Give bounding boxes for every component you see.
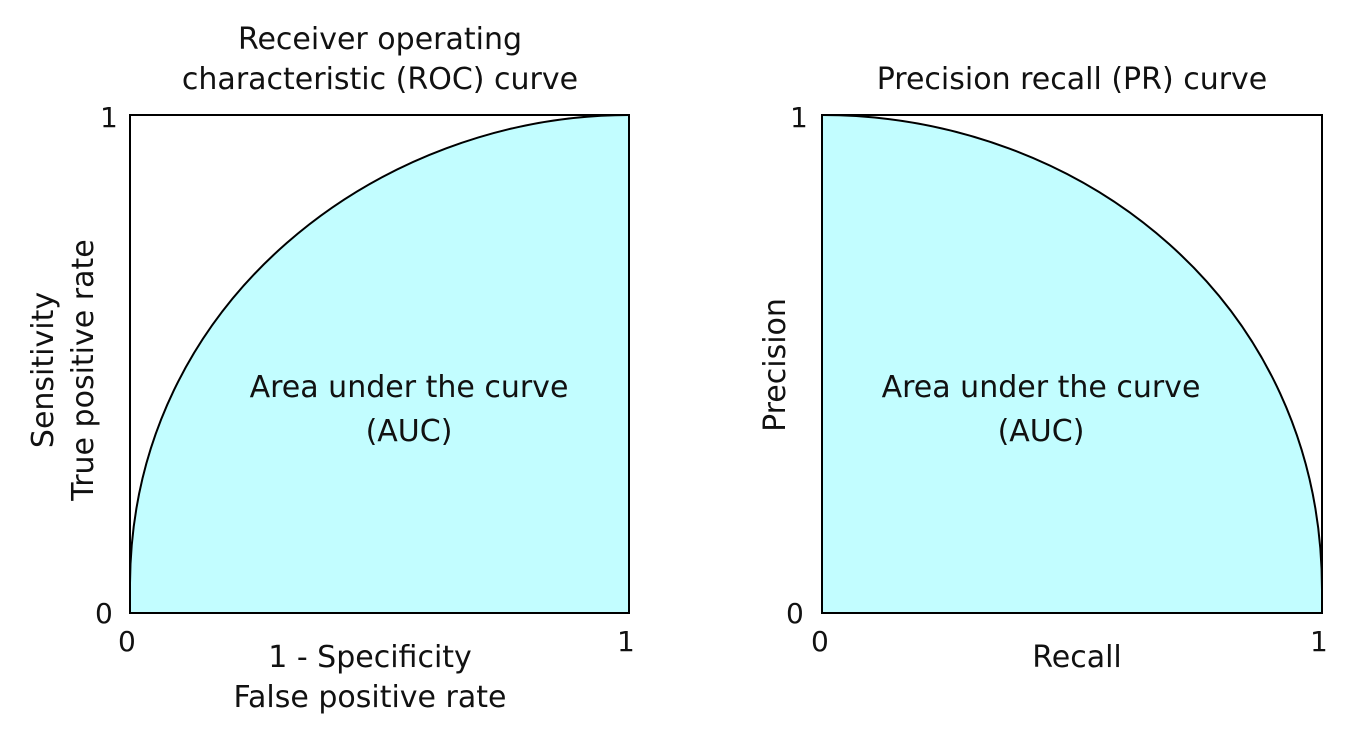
roc-tick-y-top: 1: [100, 101, 118, 134]
roc-tick-x-left: 0: [118, 625, 136, 658]
roc-title-line2: characteristic (ROC) curve: [181, 62, 579, 97]
roc-xlabel-line2: False positive rate: [233, 680, 507, 715]
roc-tick-x-right: 1: [617, 625, 635, 658]
roc-ylabel-line1: Sensitivity: [26, 291, 61, 449]
roc-xlabel-line1: 1 - Specificity: [268, 640, 472, 675]
roc-title-line1: Receiver operating: [237, 22, 523, 57]
pr-tick-x-left: 0: [811, 625, 829, 658]
pr-tick-y-top: 1: [790, 101, 808, 134]
pr-curve-line: [821, 114, 1323, 591]
roc-area-line2: (AUC): [365, 414, 453, 449]
pr-tick-x-right: 1: [1310, 625, 1328, 658]
pr-area-line2: (AUC): [997, 414, 1085, 449]
pr-ylabel: Precision: [758, 298, 793, 432]
pr-plot-frame: [821, 114, 1323, 614]
roc-y-axis-label: Sensitivity True positive rate: [24, 239, 104, 500]
pr-auc-area: [822, 115, 1322, 613]
pr-y-axis-label: Precision: [756, 298, 796, 432]
pr-xlabel: Recall: [1032, 640, 1122, 675]
roc-tick-y-bottom: 0: [95, 597, 113, 630]
roc-area-line1: Area under the curve: [249, 370, 569, 405]
roc-auc-label: Area under the curve (AUC): [250, 366, 569, 454]
pr-title: Precision recall (PR) curve: [876, 62, 1268, 97]
pr-auc-label: Area under the curve (AUC): [882, 366, 1201, 454]
pr-area-line1: Area under the curve: [881, 370, 1201, 405]
roc-ylabel-line2: True positive rate: [66, 239, 101, 501]
roc-auc-area: [130, 115, 629, 613]
roc-curve-line: [129, 114, 630, 584]
pr-tick-y-bottom: 0: [786, 597, 804, 630]
